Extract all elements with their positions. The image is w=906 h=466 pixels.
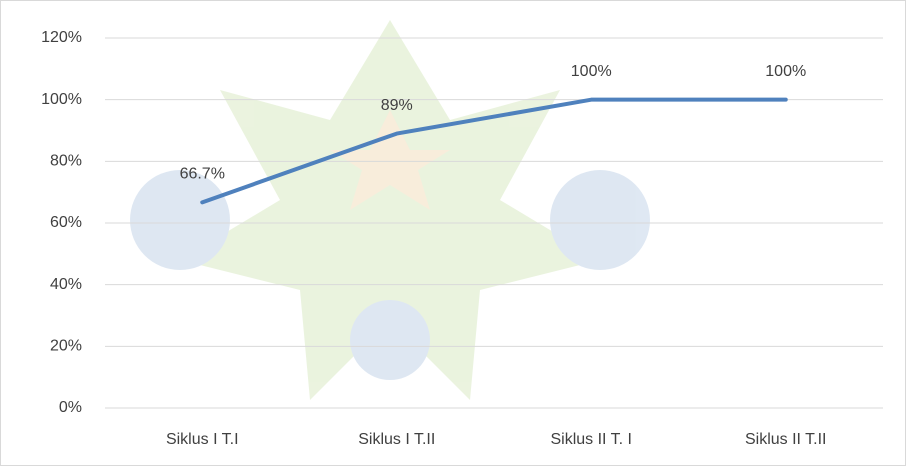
x-tick-label: Siklus II T. I — [550, 431, 632, 448]
data-label: 100% — [765, 63, 806, 80]
y-tick-label: 100% — [41, 91, 82, 108]
data-label: 89% — [381, 97, 413, 114]
x-tick-label: Siklus I T.II — [358, 431, 435, 448]
y-tick-label: 60% — [50, 214, 82, 231]
x-tick-label: Siklus I T.I — [166, 431, 239, 448]
data-label: 100% — [571, 63, 612, 80]
watermark-center — [330, 110, 450, 210]
y-tick-label: 20% — [50, 338, 82, 355]
y-tick-label: 0% — [59, 399, 82, 416]
y-tick-label: 40% — [50, 276, 82, 293]
y-tick-label: 80% — [50, 153, 82, 170]
watermark-shape — [550, 170, 650, 270]
y-tick-label: 120% — [41, 29, 82, 46]
watermark-shape — [350, 300, 430, 380]
x-tick-label: Siklus II T.II — [745, 431, 827, 448]
data-label: 66.7% — [180, 166, 225, 183]
line-series — [200, 97, 788, 205]
watermark-shape — [130, 170, 230, 270]
